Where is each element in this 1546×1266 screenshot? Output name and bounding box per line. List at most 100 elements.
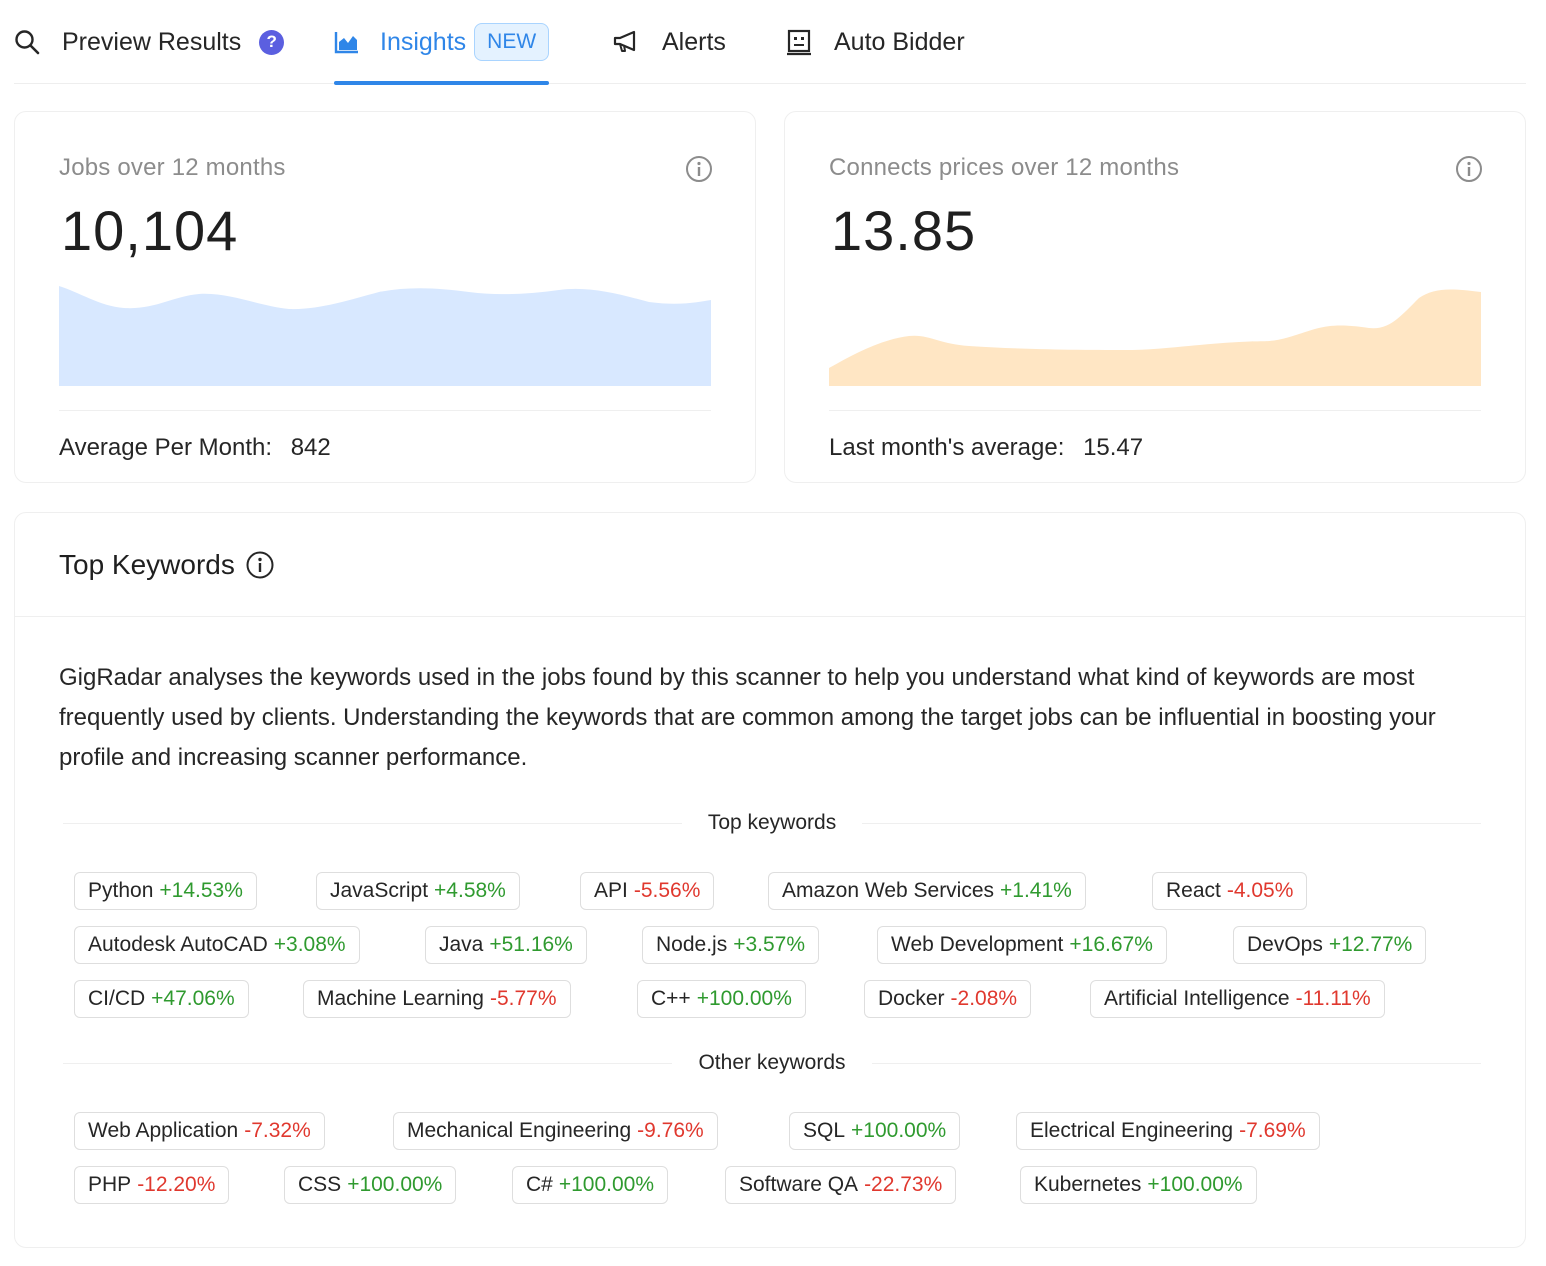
keyword-name: Kubernetes bbox=[1034, 1173, 1142, 1196]
area-chart-icon bbox=[334, 30, 360, 54]
tab-auto-bidder[interactable]: Auto Bidder bbox=[786, 0, 965, 84]
keyword-change: +3.08% bbox=[273, 933, 346, 956]
jobs-average: Average Per Month: 842 bbox=[59, 434, 331, 462]
keyword-name: Machine Learning bbox=[317, 987, 484, 1010]
keywords-title: Top Keywords bbox=[59, 549, 275, 581]
keyword-name: Mechanical Engineering bbox=[407, 1119, 632, 1142]
info-icon[interactable] bbox=[1455, 155, 1483, 183]
keyword-change: -5.56% bbox=[633, 879, 701, 902]
keyword-chip[interactable]: C++ +100.00% bbox=[637, 980, 806, 1018]
keyword-name: Artificial Intelligence bbox=[1104, 987, 1290, 1010]
keyword-chip[interactable]: PHP -12.20% bbox=[74, 1166, 230, 1204]
keyword-change: +100.00% bbox=[347, 1173, 443, 1196]
jobs-average-value: 842 bbox=[290, 434, 331, 461]
keyword-name: PHP bbox=[88, 1173, 132, 1196]
keyword-name: C++ bbox=[651, 987, 691, 1010]
tab-alerts[interactable]: Alerts bbox=[612, 0, 726, 84]
keyword-change: -7.69% bbox=[1239, 1119, 1306, 1142]
keyword-name: CSS bbox=[298, 1173, 342, 1196]
keyword-chip[interactable]: CI/CD +47.06% bbox=[74, 980, 249, 1018]
info-icon[interactable] bbox=[685, 155, 713, 183]
keywords-title-text: Top Keywords bbox=[59, 549, 235, 580]
keyword-chip[interactable]: Java +51.16% bbox=[425, 926, 587, 964]
keyword-change: -9.76% bbox=[637, 1119, 704, 1142]
connects-last-month: Last month's average: 15.47 bbox=[829, 434, 1143, 462]
keyword-chip[interactable]: Mechanical Engineering -9.76% bbox=[393, 1112, 718, 1150]
keyword-change: +1.41% bbox=[1000, 879, 1072, 902]
keyword-change: -7.32% bbox=[244, 1119, 311, 1142]
keyword-change: +16.67% bbox=[1069, 933, 1153, 956]
keyword-chip[interactable]: Python +14.53% bbox=[74, 872, 257, 910]
keyword-chip[interactable]: Machine Learning -5.77% bbox=[303, 980, 571, 1018]
keyword-change: -4.05% bbox=[1226, 879, 1294, 902]
keyword-name: C# bbox=[526, 1173, 553, 1196]
keyword-change: -12.20% bbox=[137, 1173, 216, 1196]
keyword-change: -11.11% bbox=[1295, 987, 1371, 1010]
keyword-name: Electrical Engineering bbox=[1030, 1119, 1234, 1142]
keyword-chip[interactable]: Docker -2.08% bbox=[864, 980, 1032, 1018]
tab-bar: Preview Results ? Insights NEW Alerts Au… bbox=[14, 0, 1526, 85]
info-icon[interactable] bbox=[245, 550, 275, 580]
keyword-chip[interactable]: JavaScript +4.58% bbox=[316, 872, 520, 910]
tab-label: Insights bbox=[380, 27, 467, 56]
keyword-chip[interactable]: SQL +100.00% bbox=[789, 1112, 961, 1150]
connects-card: Connects prices over 12 months 13.85 Las… bbox=[784, 111, 1526, 483]
keyword-chip[interactable]: DevOps +12.77% bbox=[1233, 926, 1427, 964]
tab-label: Auto Bidder bbox=[834, 27, 965, 56]
search-icon bbox=[14, 29, 40, 55]
connects-price-value: 13.85 bbox=[831, 199, 977, 262]
keyword-change: -5.77% bbox=[489, 987, 557, 1010]
jobs-average-label: Average Per Month: bbox=[59, 434, 273, 461]
keyword-chip[interactable]: API -5.56% bbox=[580, 872, 715, 910]
keyword-change: +3.57% bbox=[733, 933, 806, 956]
keyword-name: DevOps bbox=[1247, 933, 1323, 956]
jobs-card-title: Jobs over 12 months bbox=[59, 154, 286, 181]
card-divider bbox=[829, 410, 1481, 411]
keyword-change: +100.00% bbox=[1147, 1173, 1243, 1196]
tab-preview-results[interactable]: Preview Results ? bbox=[14, 0, 285, 84]
top-keywords-label: Top keywords bbox=[707, 811, 837, 834]
keyword-change: -22.73% bbox=[864, 1173, 943, 1196]
keyword-chip[interactable]: CSS +100.00% bbox=[284, 1166, 457, 1204]
tab-insights[interactable]: Insights NEW bbox=[334, 0, 550, 85]
connects-last-month-label: Last month's average: bbox=[829, 434, 1065, 461]
keyword-change: +100.00% bbox=[558, 1173, 655, 1196]
keyword-name: Docker bbox=[878, 987, 945, 1010]
keyword-chip[interactable]: React -4.05% bbox=[1152, 872, 1308, 910]
keyword-name: Python bbox=[88, 879, 154, 902]
keyword-chip[interactable]: Software QA -22.73% bbox=[725, 1166, 957, 1204]
card-divider bbox=[59, 410, 711, 411]
keyword-change: +12.77% bbox=[1328, 933, 1413, 956]
robot-icon bbox=[786, 28, 812, 56]
tab-label: Preview Results bbox=[62, 27, 242, 56]
keyword-name: API bbox=[594, 879, 628, 902]
keyword-change: +51.16% bbox=[489, 933, 573, 956]
keywords-description: GigRadar analyses the keywords used in t… bbox=[59, 664, 1436, 771]
jobs-total-value: 10,104 bbox=[61, 199, 239, 262]
keyword-name: CI/CD bbox=[88, 987, 146, 1010]
tab-label: Alerts bbox=[662, 27, 726, 56]
keywords-header: Top Keywords bbox=[15, 513, 1525, 617]
connects-card-title: Connects prices over 12 months bbox=[829, 154, 1180, 181]
keyword-change: -2.08% bbox=[950, 987, 1018, 1010]
keyword-chip[interactable]: Node.js +3.57% bbox=[642, 926, 820, 964]
help-icon[interactable]: ? bbox=[259, 29, 285, 55]
keyword-chip[interactable]: Artificial Intelligence -11.11% bbox=[1090, 980, 1385, 1018]
keyword-name: Autodesk AutoCAD bbox=[88, 933, 268, 956]
keyword-chip[interactable]: Amazon Web Services +1.41% bbox=[768, 872, 1086, 910]
keyword-chip[interactable]: Web Development +16.67% bbox=[877, 926, 1167, 964]
keyword-chip[interactable]: Electrical Engineering -7.69% bbox=[1016, 1112, 1320, 1150]
keyword-name: Web Development bbox=[891, 933, 1064, 956]
other-keywords-label: Other keywords bbox=[698, 1051, 846, 1074]
connects-sparkline bbox=[829, 289, 1481, 386]
keyword-name: React bbox=[1166, 879, 1221, 902]
keyword-name: Web Application bbox=[88, 1119, 239, 1142]
keyword-chip[interactable]: Kubernetes +100.00% bbox=[1020, 1166, 1257, 1204]
keyword-chip[interactable]: C# +100.00% bbox=[512, 1166, 669, 1204]
keyword-name: Software QA bbox=[739, 1173, 859, 1196]
keyword-chip[interactable]: Web Application -7.32% bbox=[74, 1112, 325, 1150]
other-keywords-separator: Other keywords bbox=[63, 1048, 1481, 1078]
jobs-sparkline bbox=[59, 286, 711, 386]
keyword-chip[interactable]: Autodesk AutoCAD +3.08% bbox=[74, 926, 360, 964]
megaphone-icon bbox=[612, 29, 640, 55]
